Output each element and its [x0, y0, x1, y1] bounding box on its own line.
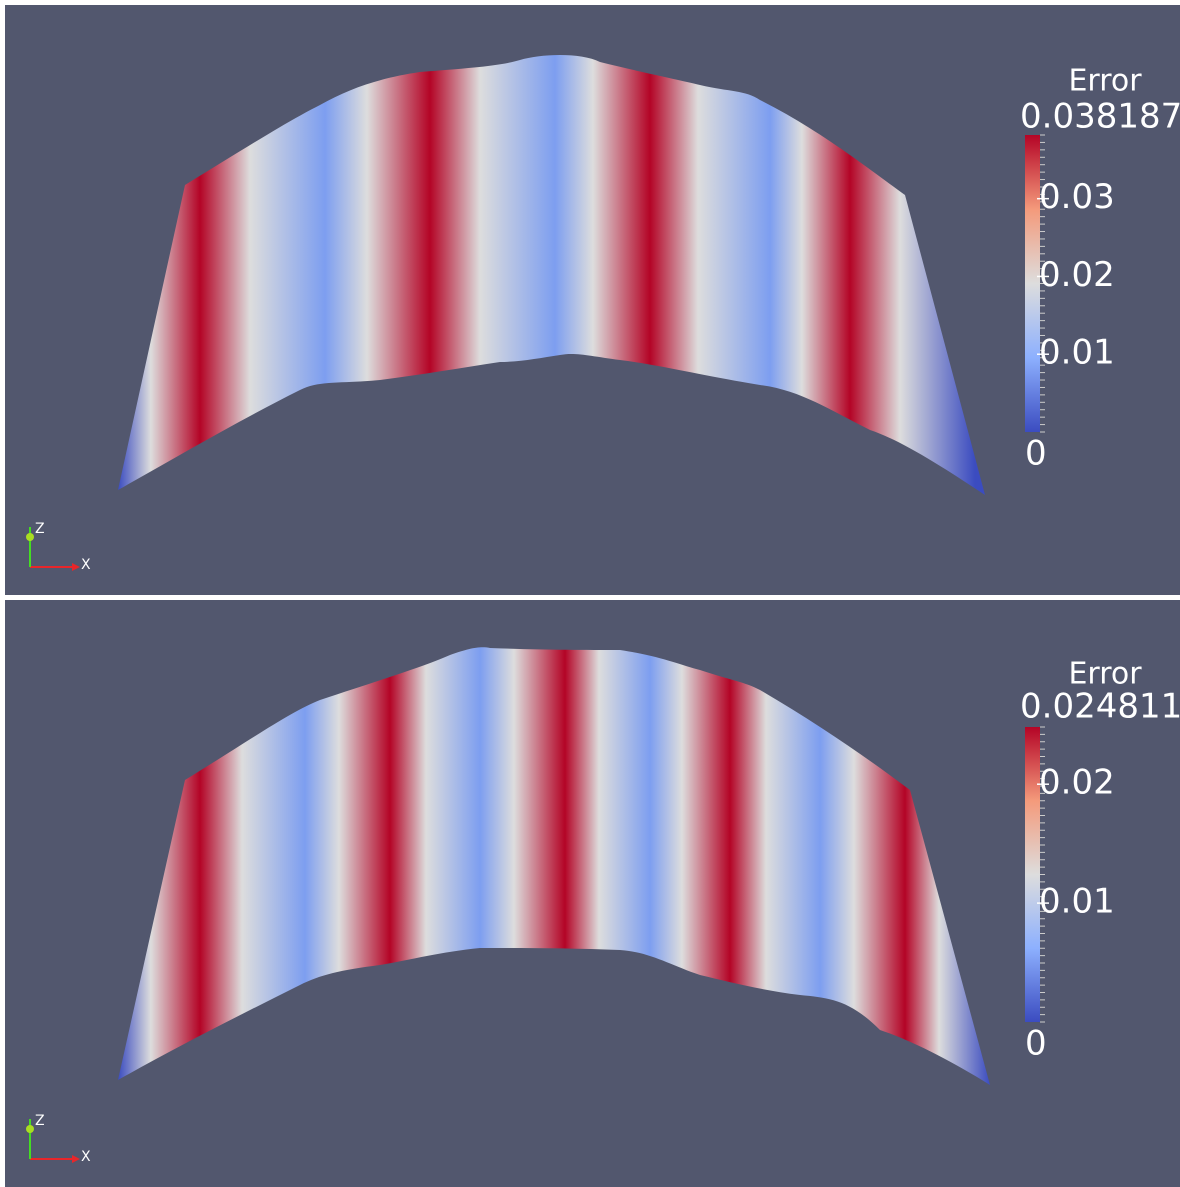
legend-max: 0.038187 — [1020, 97, 1180, 137]
x-label: X — [81, 1149, 91, 1165]
tick-label: 0.01 — [1039, 333, 1115, 373]
x-label: X — [81, 557, 91, 573]
z-cone — [26, 1125, 34, 1133]
legend-min: 0 — [1025, 434, 1047, 474]
render-view: Error0.03818700.030.020.01XZError0.02481… — [0, 0, 1180, 1187]
tick-label: 0.02 — [1039, 763, 1115, 803]
z-cone — [26, 533, 34, 541]
color-bar — [1025, 727, 1040, 1022]
color-bar — [1025, 135, 1040, 432]
tick-label: 0.01 — [1039, 882, 1115, 922]
z-label: Z — [35, 521, 45, 537]
tick-label: 0.02 — [1039, 255, 1115, 295]
tick-label: 0.03 — [1039, 177, 1115, 217]
z-label: Z — [35, 1113, 45, 1129]
legend-title: Error — [1068, 64, 1142, 99]
legend-max: 0.024811 — [1020, 687, 1180, 727]
legend-min: 0 — [1025, 1024, 1047, 1064]
